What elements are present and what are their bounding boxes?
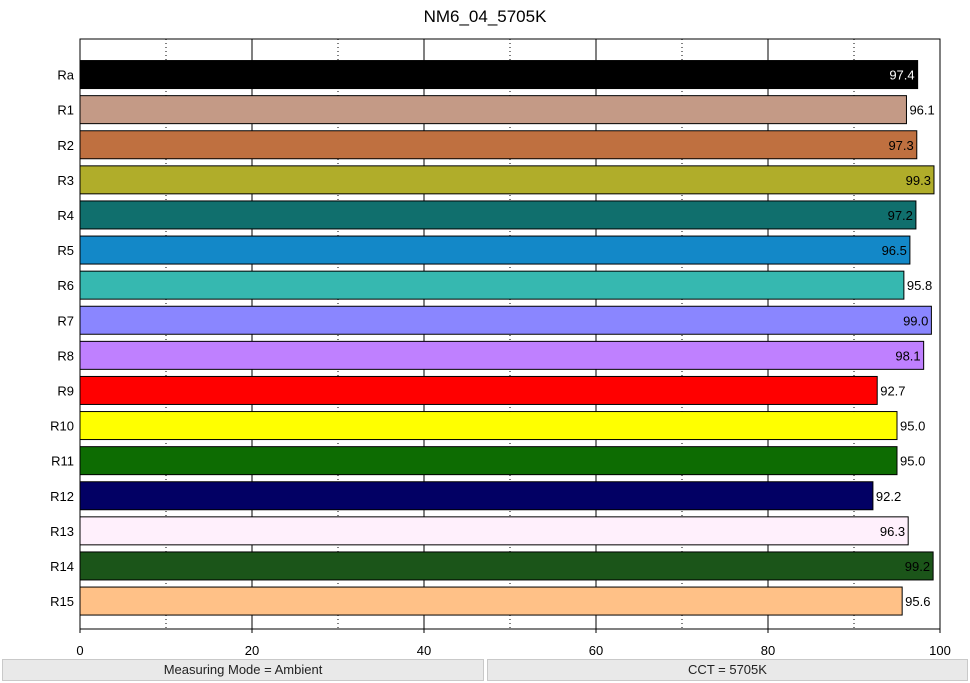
category-label: R1 <box>57 103 74 118</box>
category-label: R5 <box>57 243 74 258</box>
value-label: 96.3 <box>880 524 905 539</box>
x-tick-label: 0 <box>76 643 83 658</box>
bar-r13 <box>79 516 909 546</box>
category-label: R2 <box>57 138 74 153</box>
category-label: R9 <box>57 383 74 398</box>
measuring-mode-status: Measuring Mode = Ambient <box>2 659 484 681</box>
category-label: Ra <box>57 68 74 83</box>
category-label: R12 <box>50 489 74 504</box>
value-label: 96.5 <box>882 243 907 258</box>
x-tick-label: 100 <box>929 643 951 658</box>
x-tick-label: 20 <box>245 643 259 658</box>
value-label: 97.2 <box>888 208 913 223</box>
category-label: R8 <box>57 348 74 363</box>
category-label: R7 <box>57 313 74 328</box>
value-label: 95.6 <box>905 594 930 609</box>
x-tick-label: 40 <box>417 643 431 658</box>
bar-r11 <box>79 446 898 476</box>
bar-r4 <box>79 200 917 230</box>
value-label: 98.1 <box>895 348 920 363</box>
x-tick-label: 80 <box>761 643 775 658</box>
value-label: 96.1 <box>909 103 934 118</box>
bar-r7 <box>79 305 932 335</box>
value-label: 99.0 <box>903 313 928 328</box>
category-label: R13 <box>50 524 74 539</box>
value-label: 95.0 <box>900 454 925 469</box>
bar-r5 <box>79 235 911 265</box>
bar-ra <box>79 60 919 90</box>
bar-r15 <box>79 586 903 616</box>
value-label: 99.3 <box>906 173 931 188</box>
bar-r12 <box>79 481 874 511</box>
category-label: R14 <box>50 559 74 574</box>
value-label: 97.4 <box>889 68 914 83</box>
bar-r2 <box>79 130 918 160</box>
bar-r8 <box>79 340 925 370</box>
x-tick-label: 60 <box>589 643 603 658</box>
value-label: 99.2 <box>905 559 930 574</box>
category-label: R15 <box>50 594 74 609</box>
category-label: R6 <box>57 278 74 293</box>
category-label: R10 <box>50 419 74 434</box>
value-label: 97.3 <box>888 138 913 153</box>
category-label: R4 <box>57 208 74 223</box>
bar-r10 <box>79 411 898 441</box>
category-label: R3 <box>57 173 74 188</box>
bar-r14 <box>79 551 934 581</box>
value-label: 92.7 <box>880 383 905 398</box>
value-label: 95.0 <box>900 419 925 434</box>
bar-r1 <box>79 95 907 125</box>
value-label: 92.2 <box>876 489 901 504</box>
bar-r3 <box>79 165 935 195</box>
cct-status: CCT = 5705K <box>487 659 968 681</box>
bar-r9 <box>79 375 878 405</box>
value-label: 95.8 <box>907 278 932 293</box>
category-label: R11 <box>51 454 74 469</box>
chart-title: NM6_04_5705K <box>423 7 547 26</box>
bar-r6 <box>79 270 905 300</box>
cri-bar-chart: 0 20 40 60 80 100 Ra 97.4 R1 96.1 R2 97.3 R3 99.3 R4 97… <box>50 38 951 658</box>
